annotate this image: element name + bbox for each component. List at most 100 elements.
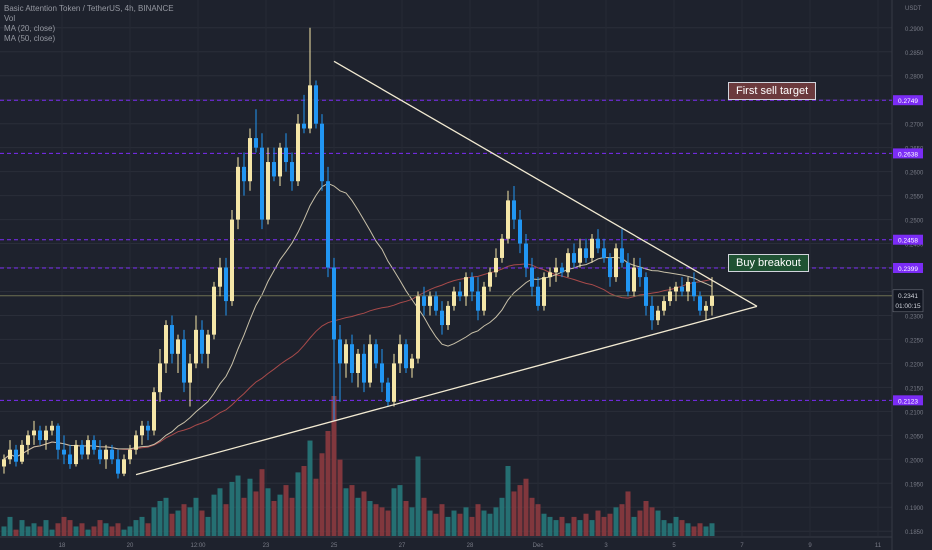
candle-body bbox=[254, 138, 258, 148]
x-tick-label: Dec bbox=[533, 543, 544, 549]
y-tick-label: 0.2200 bbox=[905, 362, 924, 368]
y-tick-label: 0.2800 bbox=[905, 75, 924, 81]
volume-bar bbox=[229, 481, 235, 536]
volume-bar bbox=[541, 513, 547, 536]
y-tick-label: 0.1950 bbox=[905, 482, 924, 488]
candle-body bbox=[428, 296, 432, 306]
volume-bar bbox=[409, 507, 415, 536]
candle-body bbox=[242, 166, 246, 182]
volume-bar bbox=[553, 520, 559, 536]
volume-bar bbox=[13, 529, 19, 536]
last-price-label-bg bbox=[892, 289, 924, 313]
x-tick-label: 23 bbox=[263, 543, 270, 549]
volume-bar bbox=[535, 504, 541, 536]
candle-body bbox=[398, 344, 402, 364]
volume-bar bbox=[577, 520, 583, 536]
volume-bar bbox=[505, 466, 511, 536]
buy-breakout-annotation: Buy breakout bbox=[728, 254, 809, 272]
bar-countdown-label: 01:00:15 bbox=[895, 303, 921, 310]
candle-body bbox=[410, 358, 414, 369]
y-tick-label: 0.2700 bbox=[905, 123, 924, 129]
volume-bar bbox=[157, 501, 163, 536]
candle-body bbox=[422, 296, 426, 306]
volume-bar bbox=[391, 488, 397, 536]
volume-bar bbox=[487, 513, 493, 536]
candle-body bbox=[338, 339, 342, 364]
volume-bar bbox=[385, 510, 391, 536]
candle-body bbox=[506, 200, 510, 239]
candle-body bbox=[32, 430, 36, 436]
volume-bar bbox=[691, 526, 697, 536]
candle-body bbox=[698, 296, 702, 311]
volume-bar bbox=[613, 507, 619, 536]
candle-body bbox=[536, 286, 540, 306]
volume-bar bbox=[115, 523, 121, 536]
volume-bar bbox=[679, 520, 685, 536]
volume-bar bbox=[481, 510, 487, 536]
volume-bar bbox=[211, 494, 217, 536]
volume-bar bbox=[523, 478, 529, 536]
candle-body bbox=[572, 253, 576, 263]
candle-body bbox=[530, 267, 534, 287]
x-tick-label: 18 bbox=[59, 543, 66, 549]
candle-body bbox=[176, 339, 180, 354]
candle-body bbox=[434, 296, 438, 311]
price-level-label: 0.2458 bbox=[898, 238, 918, 245]
candle-body bbox=[152, 392, 156, 431]
candle-body bbox=[662, 301, 666, 311]
volume-bar bbox=[673, 516, 679, 536]
volume-bar bbox=[61, 516, 67, 536]
volume-bar bbox=[565, 523, 571, 536]
candle-body bbox=[164, 325, 168, 364]
candle-body bbox=[632, 267, 636, 292]
volume-bar bbox=[241, 497, 247, 536]
ma50-legend: MA (50, close) bbox=[4, 34, 56, 43]
volume-bar bbox=[469, 516, 475, 536]
x-tick-label: 28 bbox=[467, 543, 474, 549]
candle-body bbox=[350, 344, 354, 373]
volume-bar bbox=[625, 491, 631, 536]
ma20-legend: MA (20, close) bbox=[4, 24, 56, 33]
candle-body bbox=[86, 440, 90, 455]
volume-bar bbox=[19, 520, 25, 536]
candle-body bbox=[566, 253, 570, 273]
volume-bar bbox=[475, 504, 481, 536]
ascending-trendline bbox=[135, 305, 758, 476]
candle-body bbox=[62, 449, 66, 455]
volume-bar bbox=[397, 485, 403, 536]
candle-body bbox=[644, 277, 648, 306]
y-tick-label: 0.2100 bbox=[905, 410, 924, 416]
candle-body bbox=[170, 325, 174, 354]
candle-body bbox=[452, 291, 456, 306]
candle-body bbox=[680, 286, 684, 292]
vol-legend: Vol bbox=[4, 14, 16, 23]
volume-bar bbox=[511, 491, 517, 536]
candle-body bbox=[248, 138, 252, 182]
y-tick-label: 0.2850 bbox=[905, 51, 924, 57]
candle-body bbox=[302, 123, 306, 129]
volume-bar bbox=[1, 526, 7, 536]
price-level-label: 0.2123 bbox=[898, 398, 918, 405]
volume-bar bbox=[25, 526, 31, 536]
x-tick-label: 7 bbox=[740, 543, 744, 549]
y-tick-label: 0.1850 bbox=[905, 530, 924, 536]
candle-body bbox=[614, 248, 618, 278]
volume-bar bbox=[37, 526, 43, 536]
x-tick-label: 20 bbox=[127, 543, 134, 549]
candle-body bbox=[668, 291, 672, 302]
candle-body bbox=[464, 277, 468, 297]
volume-bar bbox=[559, 516, 565, 536]
volume-bar bbox=[265, 488, 271, 536]
candle-body bbox=[380, 363, 384, 383]
volume-bar bbox=[649, 507, 655, 536]
candle-body bbox=[116, 459, 120, 474]
candle-body bbox=[482, 286, 486, 311]
candle-body bbox=[602, 248, 606, 258]
y-tick-label: 0.2150 bbox=[905, 386, 924, 392]
candle-body bbox=[590, 238, 594, 258]
candle-body bbox=[692, 281, 696, 297]
volume-bar bbox=[451, 510, 457, 536]
candle-body bbox=[272, 162, 276, 177]
candle-body bbox=[308, 85, 312, 129]
volume-bar bbox=[421, 497, 427, 536]
